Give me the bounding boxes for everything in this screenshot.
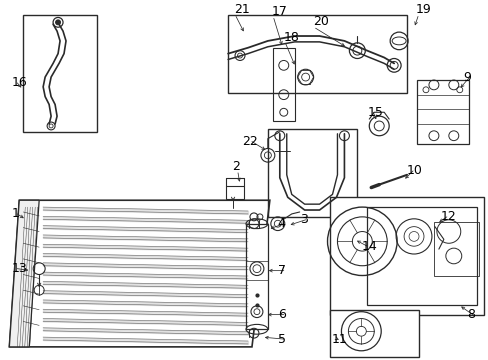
Text: 8: 8: [466, 308, 474, 321]
Text: 5: 5: [277, 333, 285, 346]
Text: 19: 19: [415, 4, 431, 17]
Polygon shape: [9, 200, 269, 347]
Text: 21: 21: [234, 4, 249, 17]
Text: 12: 12: [440, 210, 456, 223]
Text: 4: 4: [277, 217, 285, 230]
Text: 17: 17: [271, 5, 287, 18]
Circle shape: [56, 20, 61, 25]
Bar: [366, 207, 476, 305]
Text: 22: 22: [242, 135, 257, 148]
Text: 2: 2: [232, 160, 240, 173]
Text: 10: 10: [406, 165, 422, 177]
Text: 3: 3: [299, 213, 307, 226]
Bar: [227, 14, 406, 93]
Bar: [23, 14, 97, 132]
Bar: [433, 222, 478, 275]
Text: 13: 13: [11, 262, 27, 275]
Text: 7: 7: [277, 264, 285, 277]
Text: 15: 15: [366, 106, 383, 119]
Bar: [267, 129, 357, 217]
Bar: [329, 197, 483, 315]
Text: 9: 9: [463, 71, 470, 84]
Text: 11: 11: [331, 333, 346, 346]
Text: 1: 1: [11, 207, 19, 220]
Text: 14: 14: [361, 240, 376, 253]
Bar: [245, 224, 267, 329]
Bar: [416, 80, 468, 144]
Bar: [272, 48, 294, 121]
Bar: [225, 186, 244, 199]
Bar: [329, 310, 418, 357]
Text: 6: 6: [277, 308, 285, 321]
Polygon shape: [9, 200, 39, 347]
Text: 16: 16: [11, 76, 27, 89]
Text: 18: 18: [283, 31, 299, 44]
Text: 20: 20: [313, 15, 329, 28]
